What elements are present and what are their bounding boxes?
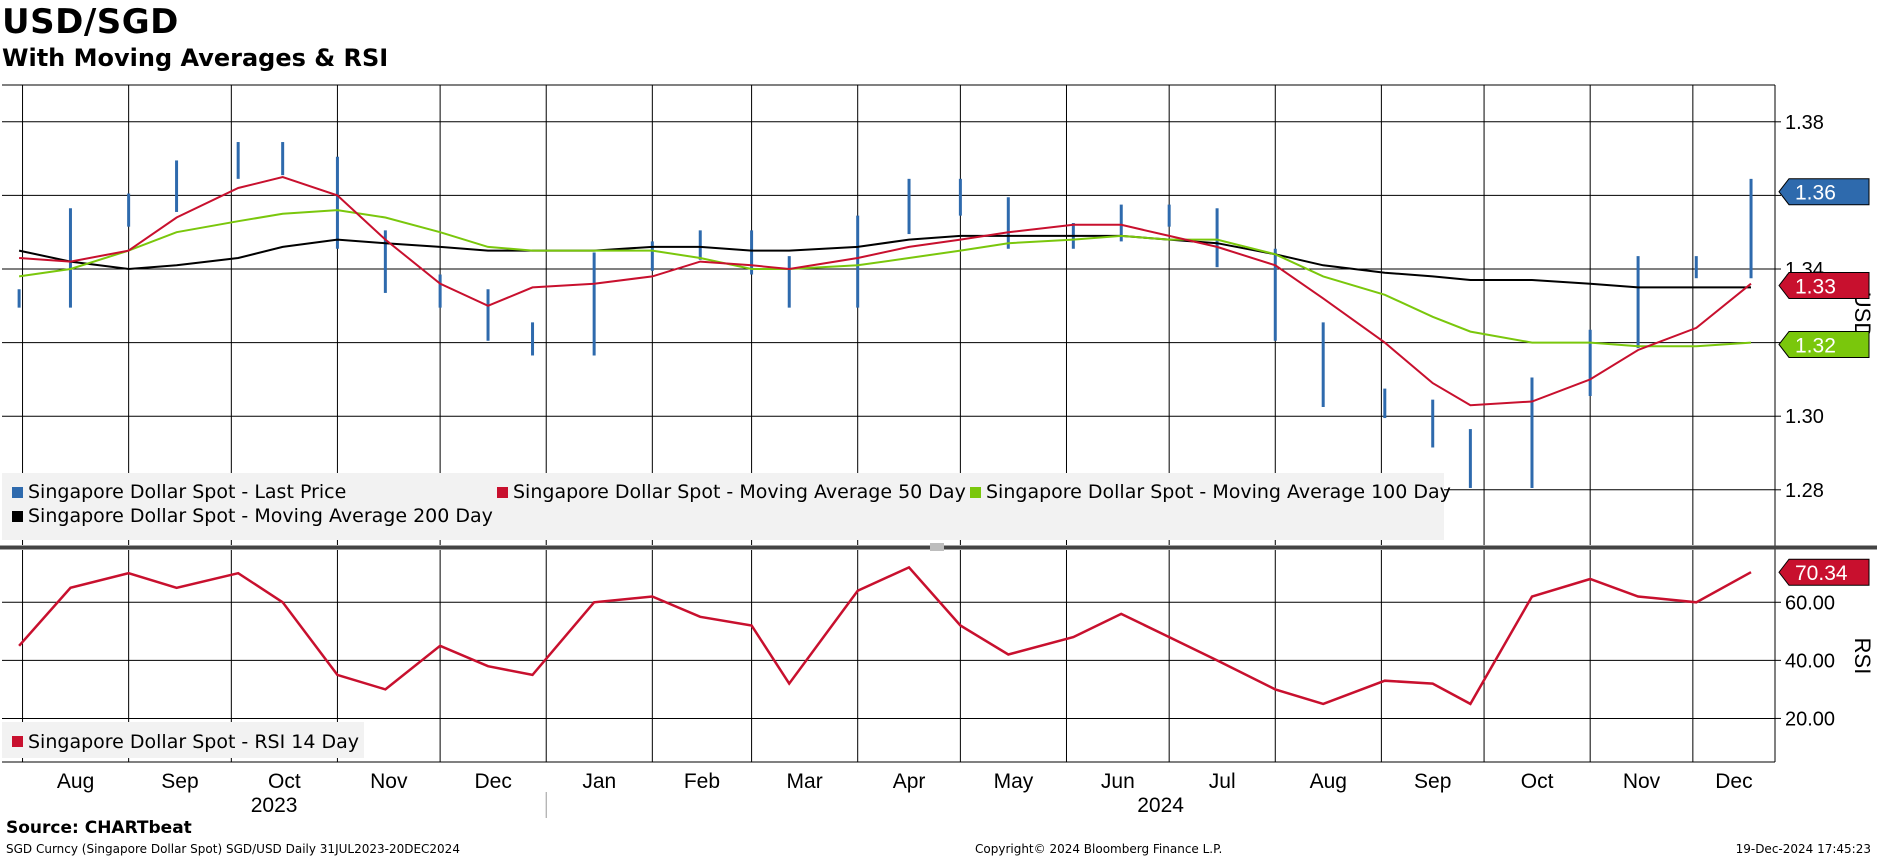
x-month-label: Nov	[370, 770, 408, 793]
price-last-value-tag-bg	[1778, 330, 1870, 358]
ma50-line	[19, 175, 1752, 407]
price-bars	[17, 142, 1753, 488]
price-axis-title: USD	[1850, 292, 1875, 338]
x-month-label: Apr	[893, 770, 926, 793]
rsi-line	[18, 565, 1752, 706]
x-month-label: Jan	[582, 770, 616, 793]
x-month-label: Aug	[57, 770, 94, 793]
x-month-label: Sep	[161, 770, 198, 793]
rsi-ytick-label: 20.00	[1785, 708, 1835, 730]
ma100-line	[18, 209, 1752, 348]
x-month-label: Feb	[684, 770, 720, 793]
ticker-line: SGD Curncy (Singapore Dollar Spot) SGD/U…	[6, 842, 460, 856]
price-last-value-tag-bg	[1778, 178, 1870, 206]
price-legend-label: Singapore Dollar Spot - Moving Average 1…	[986, 481, 1451, 503]
price-legend-swatch	[497, 487, 508, 498]
price-legend-bg	[2, 473, 1444, 540]
x-month-label: Aug	[1310, 770, 1347, 793]
price-last-value-tag: 1.33	[1795, 276, 1836, 299]
panel-resize-handle	[930, 543, 944, 551]
rsi-axis-title: RSI	[1850, 638, 1875, 675]
x-month-label: Jul	[1209, 770, 1236, 793]
price-legend-label: Singapore Dollar Spot - Moving Average 5…	[513, 481, 966, 503]
rsi-ytick-label: 40.00	[1785, 650, 1835, 672]
x-year-label: 2024	[1137, 794, 1184, 817]
price-last-value-tag-bg	[1778, 272, 1870, 300]
price-legend-label: Singapore Dollar Spot - Moving Average 2…	[28, 505, 493, 527]
x-month-label: May	[994, 770, 1034, 793]
x-month-label: Oct	[268, 770, 301, 793]
price-legend-swatch	[12, 487, 23, 498]
x-month-label: Dec	[1715, 770, 1752, 793]
price-legend-swatch	[970, 487, 981, 498]
gridlines	[2, 85, 1781, 762]
price-ytick-label: 1.30	[1785, 406, 1824, 428]
rsi-last-value-tag: 70.34	[1795, 562, 1848, 585]
price-legend-swatch	[12, 511, 23, 522]
rsi-legend-swatch	[12, 736, 23, 747]
copyright-note: Copyright© 2024 Bloomberg Finance L.P.	[975, 842, 1223, 856]
x-month-label: Mar	[787, 770, 823, 793]
x-year-label: 2023	[251, 794, 298, 817]
price-last-value-tag: 1.32	[1795, 334, 1836, 357]
x-month-label: Dec	[474, 770, 511, 793]
price-ytick-label: 1.38	[1785, 112, 1824, 134]
rsi-legend-bg	[2, 722, 364, 758]
rsi-ytick-label: 60.00	[1785, 592, 1835, 614]
price-ytick-label: 1.28	[1785, 480, 1824, 502]
ma200-line	[18, 234, 1751, 289]
price-last-value-tag: 1.36	[1795, 182, 1836, 205]
x-month-label: Oct	[1521, 770, 1554, 793]
chart-subtitle: With Moving Averages & RSI	[2, 44, 389, 72]
rsi-last-value-tag-bg	[1778, 558, 1870, 586]
timestamp: 19-Dec-2024 17:45:23	[1735, 842, 1871, 856]
price-legend-label: Singapore Dollar Spot - Last Price	[28, 481, 346, 503]
x-month-label: Sep	[1414, 770, 1451, 793]
rsi-legend-label: Singapore Dollar Spot - RSI 14 Day	[28, 731, 359, 753]
source-note: Source: CHARTbeat	[6, 818, 192, 838]
chart-title: USD/SGD	[2, 2, 179, 42]
x-month-label: Jun	[1101, 770, 1135, 793]
x-month-label: Nov	[1623, 770, 1661, 793]
